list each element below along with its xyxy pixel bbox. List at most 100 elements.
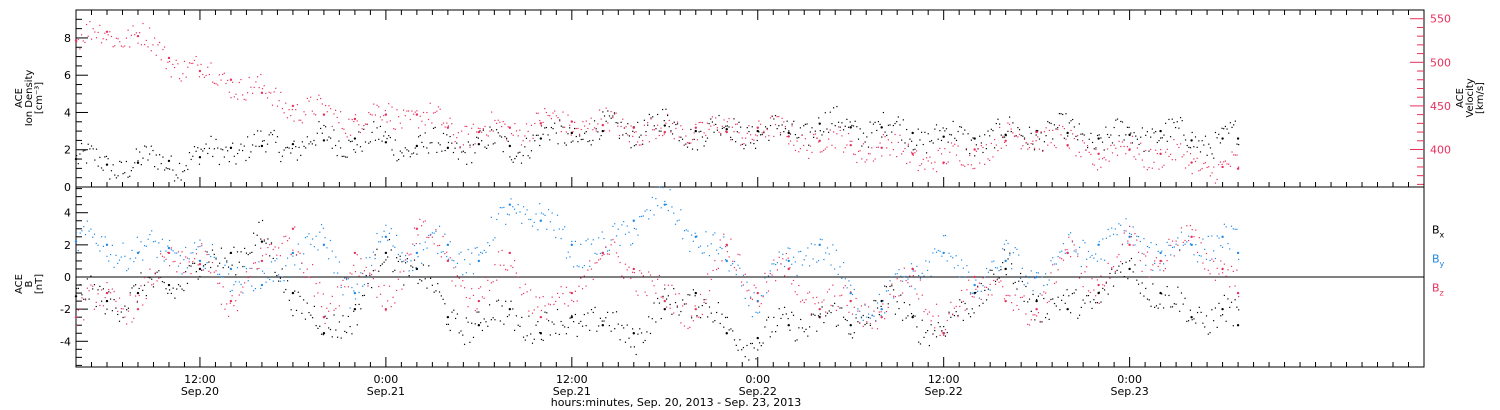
velocity-sample xyxy=(906,162,908,165)
velocity-sample xyxy=(587,127,589,130)
bz-sample xyxy=(1073,244,1075,246)
bx-sample xyxy=(186,282,189,284)
by-sample xyxy=(644,210,646,212)
density-sample xyxy=(982,151,984,154)
bx-sample xyxy=(807,335,809,337)
velocity-sample xyxy=(1010,128,1012,130)
bz-sample xyxy=(639,270,641,272)
by-sample xyxy=(517,204,519,206)
x-tick-date-label: Sep.22 xyxy=(739,385,777,398)
bx-sample xyxy=(592,311,594,314)
by-sample xyxy=(841,277,843,279)
bz-sample xyxy=(708,290,711,292)
by-sample xyxy=(419,243,421,245)
velocity-sample xyxy=(857,150,860,153)
bz-sample xyxy=(385,310,387,312)
bz-sample xyxy=(1062,259,1065,261)
density-sample xyxy=(1165,122,1167,124)
velocity-sample xyxy=(691,138,694,141)
density-sample xyxy=(376,127,378,129)
density-sample xyxy=(273,129,275,132)
velocity-sample xyxy=(655,137,657,140)
bz-sample xyxy=(741,281,743,283)
velocity-sample xyxy=(82,40,84,42)
by-sample xyxy=(129,258,131,260)
bx-sample xyxy=(937,322,939,324)
velocity-sample xyxy=(135,32,137,34)
density-sample xyxy=(1189,147,1192,149)
bz-sample xyxy=(515,272,517,274)
density-sample xyxy=(446,134,448,136)
by-sample xyxy=(853,288,855,291)
bz-sample xyxy=(1193,236,1195,238)
velocity-sample xyxy=(605,107,607,109)
density-sample xyxy=(105,155,108,158)
velocity-sample xyxy=(678,136,680,138)
bx-sample xyxy=(562,324,564,326)
by-sample xyxy=(329,239,332,242)
by-point xyxy=(198,259,202,263)
velocity-sample xyxy=(881,155,883,157)
velocity-sample xyxy=(550,118,552,120)
bx-sample xyxy=(819,313,821,315)
bx-sample xyxy=(703,299,705,301)
velocity-sample xyxy=(343,128,345,130)
bz-sample xyxy=(168,265,171,267)
bx-sample xyxy=(1003,249,1006,251)
velocity-sample xyxy=(583,125,586,127)
bx-sample xyxy=(333,314,335,316)
bx-sample xyxy=(565,333,568,335)
by-sample xyxy=(1068,233,1070,236)
bx-point xyxy=(1190,315,1193,319)
bx-sample xyxy=(973,312,975,314)
bx-sample xyxy=(258,221,260,223)
velocity-point xyxy=(818,139,821,142)
bx-sample xyxy=(122,316,124,319)
velocity-sample xyxy=(275,87,277,89)
bx-sample xyxy=(219,262,221,264)
bx-sample xyxy=(1234,299,1236,301)
density-sample xyxy=(316,132,318,134)
density-sample xyxy=(861,145,863,147)
bx-sample xyxy=(222,267,224,269)
by-sample xyxy=(1103,259,1106,261)
bz-sample xyxy=(606,253,609,255)
density-sample xyxy=(638,136,640,138)
velocity-sample xyxy=(464,125,466,127)
by-sample xyxy=(978,297,981,299)
bz-sample xyxy=(310,276,312,279)
bz-sample xyxy=(1227,269,1229,271)
bx-sample xyxy=(1093,299,1095,301)
velocity-sample xyxy=(615,112,617,114)
density-sample xyxy=(1063,137,1065,139)
velocity-sample xyxy=(789,140,792,142)
bx-sample xyxy=(889,285,891,288)
velocity-point xyxy=(260,91,264,95)
bx-sample xyxy=(1084,302,1086,304)
by-sample xyxy=(383,230,385,232)
density-sample xyxy=(994,147,996,149)
density-sample xyxy=(889,124,891,126)
bx-sample xyxy=(1218,302,1220,304)
bz-sample xyxy=(977,286,979,288)
bx-sample xyxy=(1159,303,1161,305)
velocity-sample xyxy=(673,138,675,140)
bx-sample xyxy=(758,342,761,344)
bx-sample xyxy=(227,266,230,268)
by-sample xyxy=(1023,284,1025,286)
velocity-sample xyxy=(758,120,760,122)
density-sample xyxy=(803,125,805,127)
density-sample xyxy=(1176,121,1178,123)
density-sample xyxy=(1088,138,1090,140)
density-sample xyxy=(124,172,126,174)
velocity-sample xyxy=(202,73,204,76)
density-sample xyxy=(761,133,763,136)
density-sample xyxy=(1148,150,1150,152)
by-sample xyxy=(122,242,124,244)
bx-sample xyxy=(1145,287,1147,290)
bz-sample xyxy=(471,288,473,290)
bz-sample xyxy=(875,320,877,322)
bx-sample xyxy=(231,264,233,266)
velocity-sample xyxy=(393,128,395,130)
bx-sample xyxy=(1052,298,1054,300)
